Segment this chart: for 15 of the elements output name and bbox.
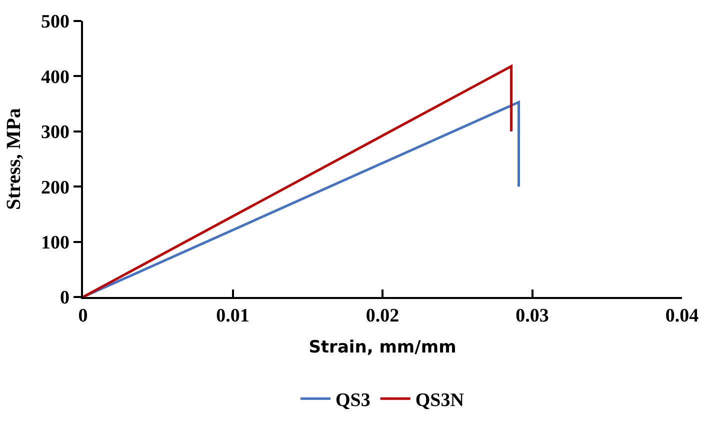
y-tick-label: 500 — [40, 12, 70, 33]
y-tick-label: 0 — [60, 288, 70, 309]
legend-label: QS3N — [415, 390, 464, 412]
y-axis-title: Stress, MPa — [2, 108, 25, 210]
x-tick-label: 0.01 — [216, 306, 250, 327]
x-tick-label: 0.03 — [516, 306, 549, 327]
y-tick-label: 200 — [40, 177, 70, 198]
x-tick-label: 0.04 — [665, 306, 700, 327]
legend-label: QS3 — [336, 390, 370, 412]
x-axis-title: Strain, mm/mm — [308, 337, 456, 358]
y-tick-label: 300 — [40, 122, 70, 144]
x-tick-label: 0.02 — [366, 306, 400, 327]
y-tick-label: 400 — [40, 66, 70, 88]
y-tick-label: 100 — [40, 232, 70, 254]
x-tick-label: 0 — [78, 306, 88, 327]
